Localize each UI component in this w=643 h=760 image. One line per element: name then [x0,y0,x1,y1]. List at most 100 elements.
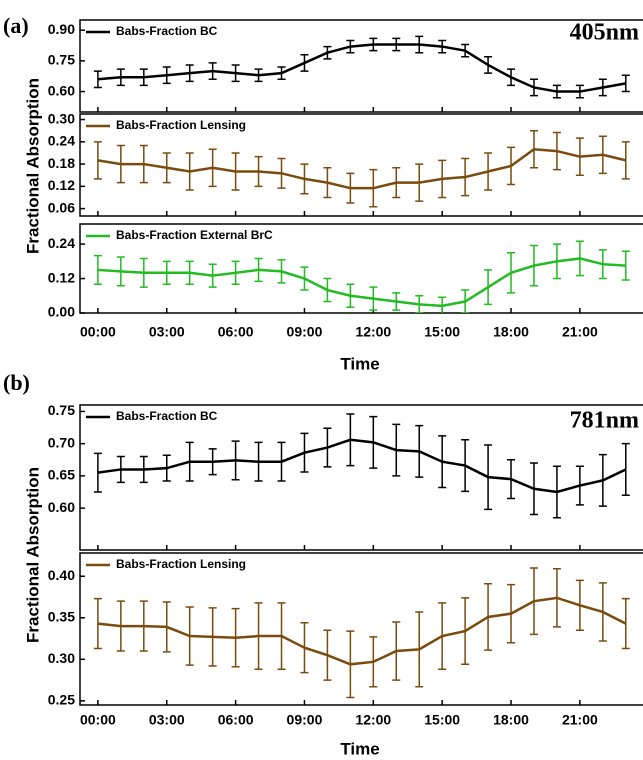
y-tick-label: 0.60 [48,499,75,515]
error-bar [185,606,194,666]
series-line [97,43,627,93]
error-bar [185,260,194,286]
error-bar [415,163,424,202]
error-bar [438,159,447,199]
plot-area [93,129,630,208]
plot-area [93,35,630,99]
error-bar [461,597,470,666]
error-bar [93,452,102,493]
error-bar [392,292,401,311]
error-bar [93,254,102,286]
error-bar [552,84,561,99]
annotation: 405nm [570,20,639,46]
error-bar [277,259,286,284]
error-bar [346,172,355,204]
error-bar [93,70,102,89]
y-tick-label: 0.35 [48,608,75,624]
x-tick-label: 03:00 [149,324,185,340]
error-bar [231,607,240,668]
y-axis-label: Fractional Absorption [23,467,42,643]
error-bar [552,465,561,519]
error-bar [323,167,332,199]
error-bar [484,582,493,651]
error-bar [598,78,607,97]
error-bar [346,283,355,309]
annotation: 781nm [570,408,639,434]
error-bar [231,440,240,481]
legend-label: Babs-Fraction External BrC [116,228,273,242]
error-bar [484,444,493,511]
error-bar [529,244,538,287]
error-bar [507,68,516,87]
error-bar [185,441,194,482]
y-tick-label: 0.60 [48,82,75,98]
error-bar [139,600,148,652]
error-bar [621,250,630,281]
legend-label: Babs-Fraction Lensing [116,557,246,571]
error-bar [185,152,194,191]
error-bar [438,296,447,313]
error-bar [300,163,309,195]
error-bar [369,286,378,311]
error-bar [415,295,424,313]
plot-area [93,567,630,699]
error-bar [162,601,171,653]
error-bar [231,152,240,191]
panel-frame [79,113,643,217]
error-bar [208,448,217,476]
error-bar [300,432,309,473]
error-bar [575,137,584,176]
error-bar [139,257,148,288]
error-bar [254,68,263,83]
error-bar [93,141,102,180]
y-tick-label: 0.25 [48,692,75,708]
error-bar [369,168,378,208]
x-tick-label: 00:00 [80,324,116,340]
y-tick-label: 0.00 [48,304,75,320]
legend-label: Babs-Fraction Lensing [116,118,246,132]
error-bar [438,39,447,54]
error-bar [461,439,470,493]
error-bar [598,249,607,280]
error-bar [507,251,516,294]
series-line [97,257,626,308]
y-tick-label: 0.24 [48,235,75,251]
error-bar [208,148,217,188]
y-tick-label: 0.70 [48,434,75,450]
error-bar [598,135,607,175]
error-bar [507,459,516,500]
y-tick-label: 0.30 [48,110,75,126]
error-bar [300,266,309,291]
error-bar [461,157,470,197]
error-bar [162,66,171,85]
y-tick-label: 0.18 [48,155,75,171]
error-bar [116,256,125,287]
error-bar [392,423,401,477]
error-bar [277,157,286,189]
error-bar [93,597,102,650]
legend-label: Babs-Fraction BC [116,409,218,423]
y-tick-label: 0.12 [48,177,75,193]
error-bar [415,611,424,688]
error-bar [507,146,516,186]
y-tick-label: 0.65 [48,467,75,483]
error-bar [346,39,355,54]
panel-frame [79,19,643,113]
x-tick-label: 03:00 [149,712,185,728]
error-bar [621,74,630,93]
error-bar [621,442,630,496]
error-bar [323,45,332,60]
y-tick-label: 0.06 [48,199,75,215]
y-tick-label: 0.40 [48,567,75,583]
series-line [97,147,627,190]
x-tick-label: 09:00 [287,712,323,728]
error-bar [116,600,125,652]
error-bar [575,84,584,99]
error-bar [208,263,217,288]
error-bar [529,462,538,516]
error-bar [552,243,561,280]
panel-label: (b) [3,370,30,395]
panel-frame [79,404,643,551]
error-bar [162,152,171,184]
error-bar [323,427,332,468]
